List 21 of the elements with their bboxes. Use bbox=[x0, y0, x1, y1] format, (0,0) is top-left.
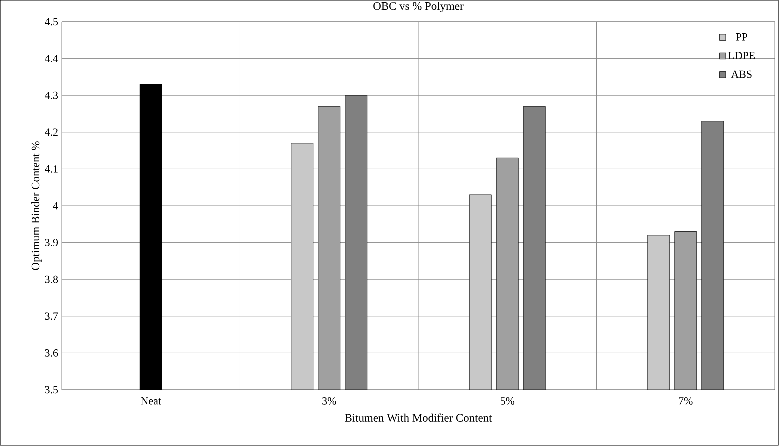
legend-label: ABS bbox=[731, 70, 752, 78]
y-tick-label: 3.5 bbox=[45, 386, 58, 394]
y-tick-label: 4.5 bbox=[45, 18, 58, 26]
y-axis-title: Optimum Binder Content % bbox=[32, 142, 42, 270]
x-axis-title: Bitumen With Modifier Content bbox=[345, 414, 492, 422]
x-tick-label: Neat bbox=[141, 398, 162, 405]
y-tick-label: 4.1 bbox=[45, 166, 58, 173]
y-tick-label: 4.4 bbox=[45, 55, 58, 62]
y-tick-label: 4.2 bbox=[45, 128, 58, 136]
y-tick-label: 3.8 bbox=[45, 276, 58, 284]
y-tick-label: 3.9 bbox=[45, 239, 58, 247]
y-tick-label: 4 bbox=[53, 202, 58, 210]
y-tick-label: 3.6 bbox=[45, 350, 58, 357]
chart-title: OBC vs % Polymer bbox=[374, 2, 464, 12]
legend-label: LDPE bbox=[728, 52, 756, 60]
x-tick-label: 3% bbox=[322, 398, 336, 405]
x-tick-label: 5% bbox=[500, 398, 515, 405]
y-tick-label: 3.7 bbox=[45, 312, 58, 320]
x-tick-label: 7% bbox=[679, 398, 693, 405]
legend-label: PP bbox=[736, 34, 748, 41]
y-tick-label: 4.3 bbox=[45, 92, 58, 100]
